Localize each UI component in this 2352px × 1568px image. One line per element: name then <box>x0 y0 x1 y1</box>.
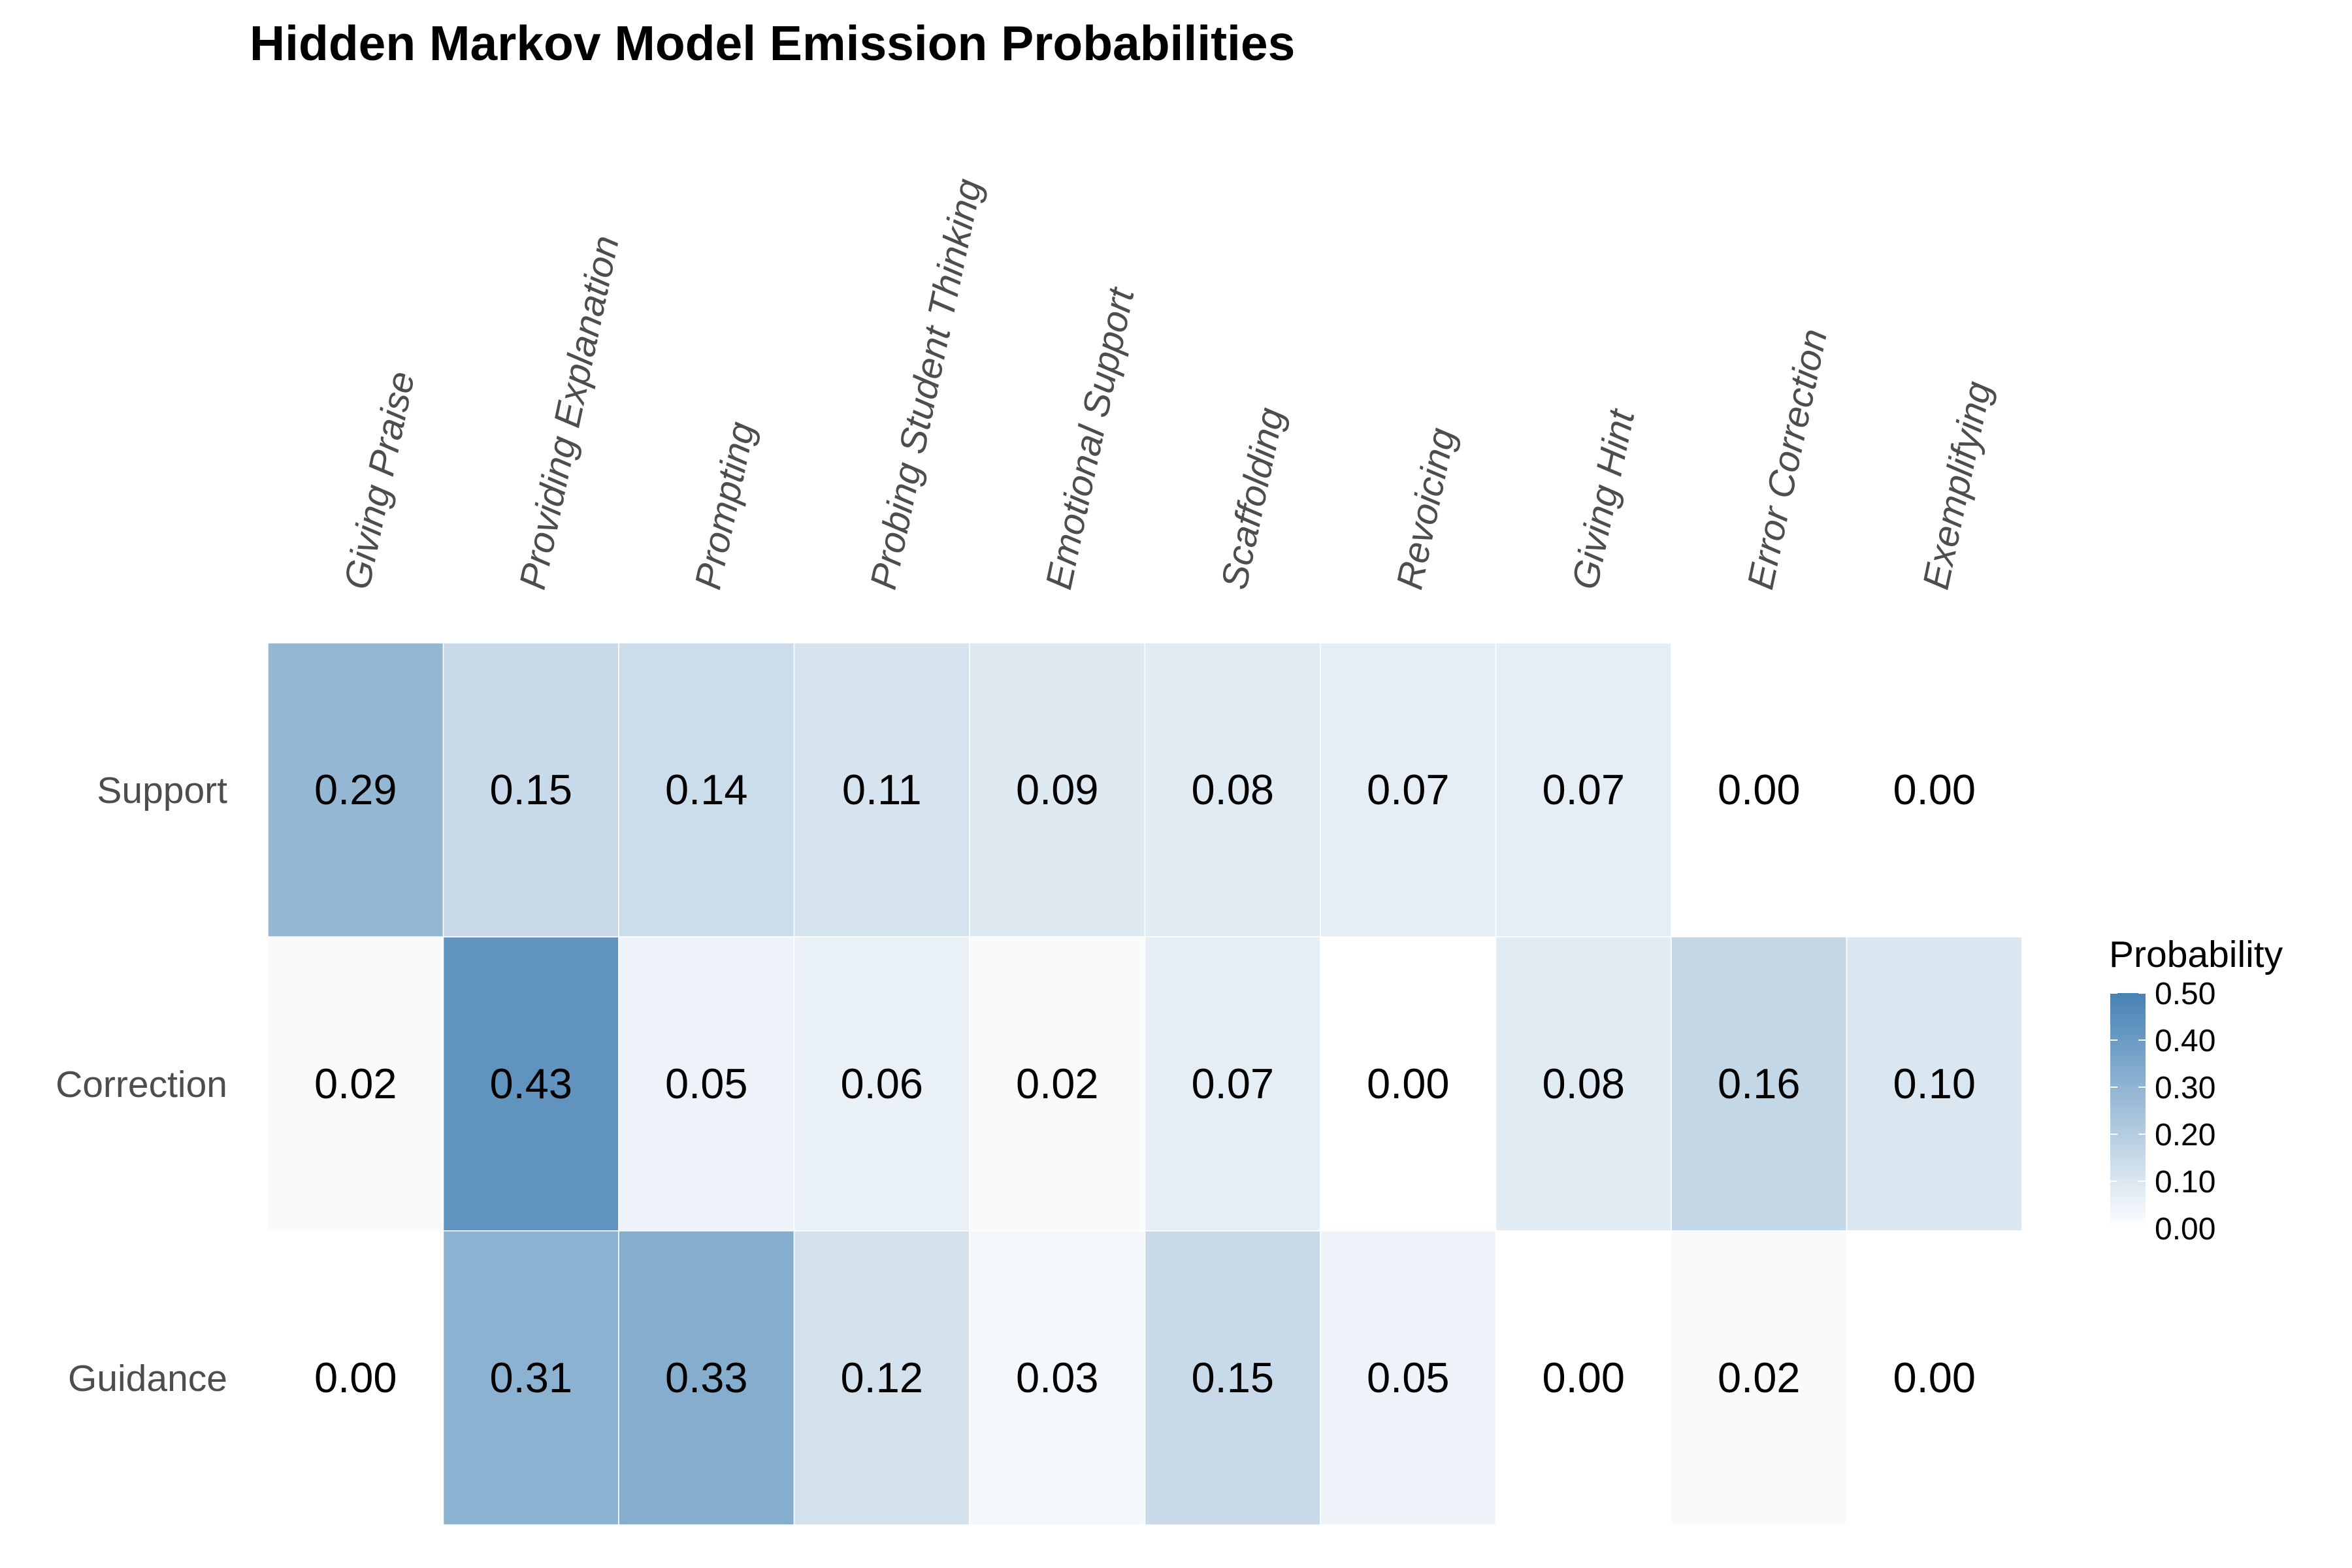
legend: Probability 0.50 0.40 0.30 0.20 0.10 0.00 <box>2109 934 2283 1247</box>
row-labels: Support Correction Guidance <box>56 770 227 1399</box>
column-label: Error Correction <box>1739 325 1835 593</box>
cell-value-label: 0.14 <box>665 766 748 813</box>
column-label: Revoicing <box>1388 424 1463 593</box>
cell-value-label: 0.12 <box>840 1354 923 1401</box>
column-label: Exemplifying <box>1915 378 2000 593</box>
row-label: Correction <box>56 1064 227 1105</box>
cell-value-label: 0.00 <box>1367 1060 1450 1107</box>
cell-value-label: 0.00 <box>1542 1354 1625 1401</box>
legend-tick-label: 0.00 <box>2155 1212 2215 1247</box>
cell-value-label: 0.43 <box>489 1060 572 1107</box>
column-label: Providing Explanation <box>512 232 627 593</box>
legend-tick-label: 0.10 <box>2155 1165 2215 1200</box>
cell-value-label: 0.00 <box>1718 766 1801 813</box>
cell-value-label: 0.05 <box>665 1060 748 1107</box>
heatmap-cells: 0.29 0.15 0.14 0.11 0.09 0.08 0.07 0.07 0.00 0.00… <box>268 643 2022 1525</box>
row-label: Support <box>97 770 227 811</box>
cell-value-label: 0.16 <box>1718 1060 1801 1107</box>
column-label: Probing Student Thinking <box>862 175 990 593</box>
cell-value-label: 0.31 <box>489 1354 572 1401</box>
cell-value-label: 0.07 <box>1367 766 1450 813</box>
cell-value-label: 0.03 <box>1016 1354 1099 1401</box>
cell-value-label: 0.02 <box>1016 1060 1099 1107</box>
cell-value-label: 0.09 <box>1016 766 1099 813</box>
column-label: Emotional Support <box>1037 284 1143 593</box>
cell-value-label: 0.02 <box>314 1060 397 1107</box>
cell-value-label: 0.08 <box>1191 766 1274 813</box>
column-label: Giving Hint <box>1564 405 1643 593</box>
legend-title: Probability <box>2109 934 2283 975</box>
legend-colorbar <box>2110 993 2146 1228</box>
column-label: Giving Praise <box>336 368 423 593</box>
column-label: Prompting <box>687 418 763 593</box>
column-label: Scaffolding <box>1213 404 1292 593</box>
legend-tick-label: 0.50 <box>2155 977 2215 1011</box>
legend-tick-label: 0.30 <box>2155 1071 2215 1105</box>
cell-value-label: 0.11 <box>842 766 922 813</box>
cell-value-label: 0.00 <box>314 1354 397 1401</box>
cell-value-label: 0.00 <box>1893 766 1976 813</box>
legend-tick-label: 0.20 <box>2155 1118 2215 1152</box>
cell-value-label: 0.00 <box>1893 1354 1976 1401</box>
cell-value-label: 0.15 <box>1191 1354 1274 1401</box>
cell-value-label: 0.10 <box>1893 1060 1976 1107</box>
cell-value-label: 0.02 <box>1718 1354 1801 1401</box>
legend-tick-label: 0.40 <box>2155 1024 2215 1058</box>
chart-title: Hidden Markov Model Emission Probabiliti… <box>250 16 1295 71</box>
row-label: Guidance <box>68 1358 227 1399</box>
cell-value-label: 0.05 <box>1367 1354 1450 1401</box>
cell-value-label: 0.07 <box>1191 1060 1274 1107</box>
column-labels: Giving Praise Providing Explanation Prompt… <box>336 175 1999 593</box>
cell-value-label: 0.15 <box>489 766 572 813</box>
cell-value-label: 0.07 <box>1542 766 1625 813</box>
cell-value-label: 0.08 <box>1542 1060 1625 1107</box>
cell-value-label: 0.06 <box>840 1060 923 1107</box>
cell-value-label: 0.29 <box>314 766 397 813</box>
cell-value-label: 0.33 <box>665 1354 748 1401</box>
